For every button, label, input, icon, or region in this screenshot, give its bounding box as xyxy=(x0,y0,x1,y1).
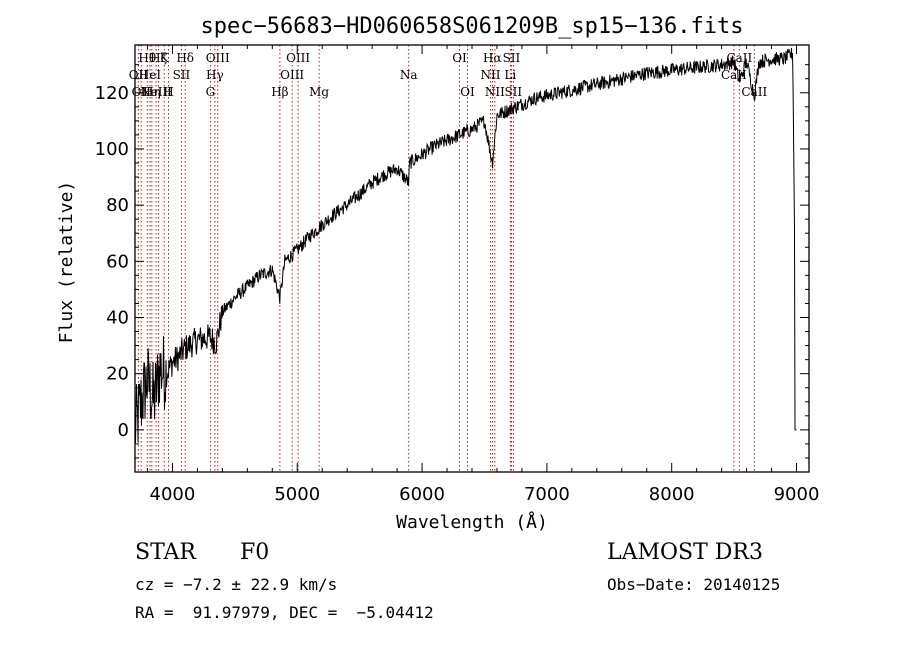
y-tick-label: 80 xyxy=(106,195,129,216)
line-label: OII xyxy=(132,85,152,99)
x-tick-label: 9000 xyxy=(774,484,820,505)
y-tick-label: 120 xyxy=(95,83,129,104)
x-tick-label: 5000 xyxy=(274,484,320,505)
x-tick-label: 8000 xyxy=(649,484,695,505)
line-label: Li xyxy=(504,68,516,82)
x-tick-label: 7000 xyxy=(524,484,570,505)
line-label: Hδ xyxy=(176,51,194,65)
coordinates: RA = 91.97979, DEC = −5.04412 xyxy=(135,603,434,622)
line-label: OIII xyxy=(280,68,304,82)
spectrum-line xyxy=(134,47,797,444)
line-label: Hη xyxy=(143,85,161,99)
line-label: NII xyxy=(485,85,505,99)
line-label: SII xyxy=(504,85,522,99)
y-tick-label: 20 xyxy=(106,364,129,385)
line-label: OII xyxy=(129,68,149,82)
line-label: CaII xyxy=(741,85,767,99)
line-label: Hγ xyxy=(206,68,224,82)
line-label: CaII xyxy=(726,51,752,65)
line-label: NII xyxy=(480,68,500,82)
line-label: SII xyxy=(173,68,191,82)
y-tick-label: 100 xyxy=(95,139,129,160)
plot-frame xyxy=(134,44,810,473)
line-label: Na xyxy=(400,68,418,82)
line-label: Hα xyxy=(483,51,502,65)
line-label: Hθ xyxy=(138,51,156,65)
chart-title: spec−56683−HD060658S061209B_sp15−136.fit… xyxy=(200,14,743,39)
obs-date: Obs−Date: 20140125 xyxy=(607,575,781,594)
spectral-line-markers xyxy=(137,45,755,472)
line-label: Hζ xyxy=(150,51,167,65)
y-tick-label: 0 xyxy=(118,420,129,441)
line-label: HeI xyxy=(139,68,162,82)
line-label: OIII xyxy=(206,51,230,65)
line-label: K xyxy=(160,51,170,65)
line-label: Hβ xyxy=(271,85,288,99)
x-axis-label: Wavelength (Å) xyxy=(396,511,548,533)
line-labels: OIIOIIHθHeIHηNeIIIHζKHSIIHδGHγOIIIHβOIII… xyxy=(129,51,768,99)
x-tick-label: 4000 xyxy=(150,484,196,505)
y-axis-label: Flux (relative) xyxy=(56,181,77,344)
line-label: Mg xyxy=(309,85,329,99)
line-label: H xyxy=(163,85,173,99)
spectrum-series xyxy=(134,47,797,444)
y-tick-label: 60 xyxy=(106,251,129,272)
line-label: CaII xyxy=(721,68,747,82)
line-label: OI xyxy=(452,51,467,65)
subclass: F0 xyxy=(240,540,270,565)
line-label: OI xyxy=(460,85,475,99)
object-class: STAR xyxy=(135,540,196,565)
axis-ticks: 4000 5000 6000 7000 8000 9000 0 20 40 60 80 100 120 xyxy=(95,45,820,505)
y-tick-label: 40 xyxy=(106,307,129,328)
redshift-cz: cz = −7.2 ± 22.9 km/s xyxy=(135,575,338,594)
x-tick-label: 6000 xyxy=(399,484,445,505)
line-label: OIII xyxy=(286,51,310,65)
line-label: G xyxy=(206,85,216,99)
line-label: SII xyxy=(503,51,521,65)
line-label: NeIII xyxy=(140,85,172,99)
survey-name: LAMOST DR3 xyxy=(607,540,763,565)
